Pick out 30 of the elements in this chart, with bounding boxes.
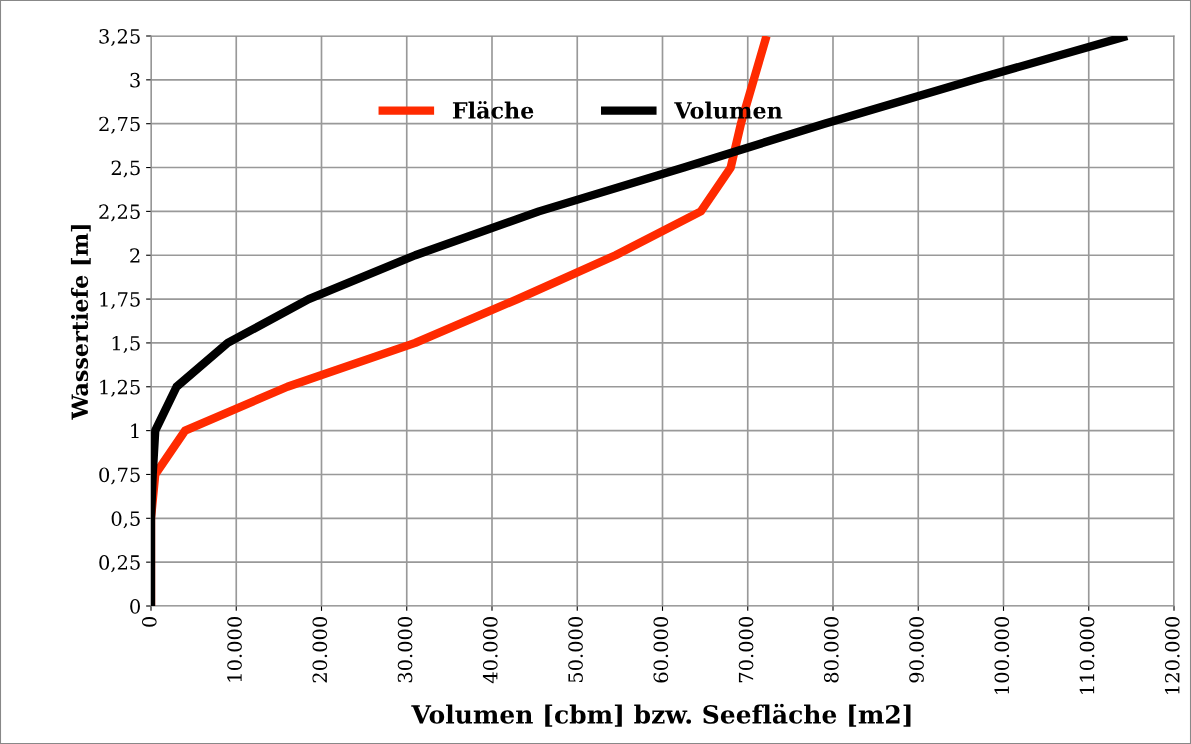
- y-tick-label: 0,75: [99, 467, 140, 485]
- y-tick-label: 1,25: [100, 379, 140, 397]
- x-tick-label: 40.000: [482, 617, 498, 684]
- y-axis-title: Wassertiefe [m]: [70, 225, 91, 420]
- x-tick-label: 90.000: [909, 617, 924, 683]
- legend-label: Fläche: [452, 100, 534, 119]
- y-tick-label: 2,5: [111, 160, 140, 178]
- x-tick-label: 10.000: [227, 617, 242, 682]
- y-tick-label: 1,75: [100, 292, 140, 310]
- x-tick-label: 80.000: [823, 617, 839, 683]
- x-axis-title: Volumen [cbm] bzw. Seefläche [m2]: [411, 703, 911, 727]
- y-tick-label: 3,25: [99, 28, 140, 47]
- x-tick-label: 110.000: [1079, 617, 1095, 694]
- y-tick-label: 3: [130, 72, 140, 88]
- x-tick-label: 30.000: [397, 617, 413, 683]
- x-tick-label: 70.000: [738, 617, 754, 683]
- x-tick-label: 50.000: [568, 617, 583, 683]
- x-tick-label: 60.000: [653, 617, 669, 683]
- y-tick-label: 0,5: [111, 511, 140, 529]
- y-tick-label: 2,75: [99, 116, 140, 134]
- y-tick-label: 1,5: [112, 335, 140, 353]
- y-tick-label: 2,25: [99, 204, 140, 222]
- y-tick-label: 2: [130, 248, 140, 263]
- x-tick-label: 0: [141, 617, 157, 627]
- y-tick-label: 0,25: [99, 555, 140, 573]
- y-tick-label: 0: [130, 598, 140, 614]
- y-tick-label: 1: [131, 423, 139, 438]
- x-tick-label: 20.000: [312, 617, 328, 683]
- x-tick-label: 100.000: [994, 617, 1010, 694]
- x-tick-label: 120.000: [1164, 617, 1180, 694]
